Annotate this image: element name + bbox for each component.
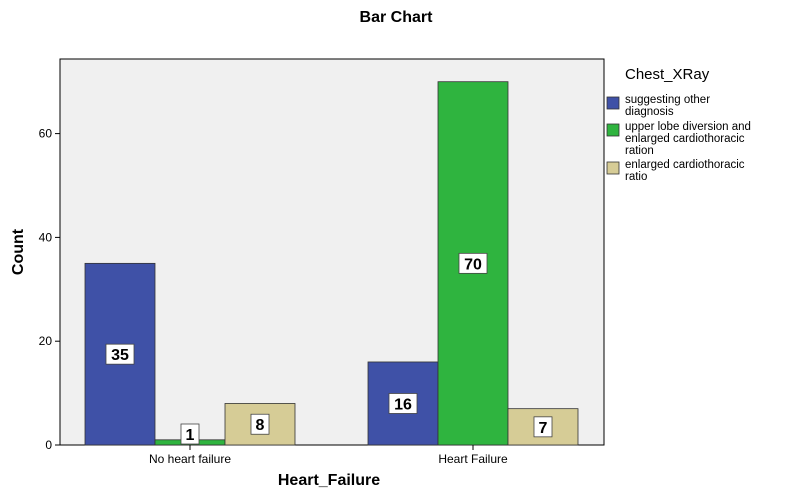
- value-label: 7: [539, 420, 548, 437]
- legend-label: suggesting other: [625, 94, 710, 106]
- legend-swatch: [606, 96, 620, 110]
- value-label-box: [533, 416, 553, 438]
- value-label: 70: [464, 256, 482, 273]
- legend-label: upper lobe diversion and: [625, 121, 751, 133]
- value-label: 1: [186, 427, 195, 444]
- legend-label: enlarged cardiothoracic: [625, 133, 745, 145]
- x-tick-label: No heart failure: [149, 452, 231, 466]
- value-label-box: [180, 423, 200, 445]
- legend-swatch: [606, 123, 620, 137]
- legend-label: diagnosis: [625, 106, 674, 118]
- y-axis: 0 20 40 60: [39, 127, 60, 452]
- value-label-box: [458, 252, 488, 274]
- y-tick-label: 60: [39, 127, 53, 141]
- value-labels: 35 1 8 16 70 7: [105, 252, 553, 445]
- legend-label: ratio: [625, 171, 647, 183]
- x-axis-label: Heart_Failure: [278, 472, 380, 489]
- y-tick-label: 40: [39, 230, 53, 244]
- y-tick-label: 0: [45, 438, 52, 452]
- x-axis: No heart failure Heart Failure: [149, 445, 508, 466]
- value-label-box: [250, 413, 270, 435]
- value-label-box: [105, 343, 135, 365]
- legend-swatch: [606, 161, 620, 175]
- value-label: 8: [256, 417, 265, 434]
- value-label-box: [388, 393, 418, 414]
- y-axis-label: Count: [10, 228, 27, 275]
- legend-title: Chest_XRay: [625, 66, 710, 83]
- y-tick-label: 20: [39, 334, 53, 348]
- legend-label: ration: [625, 145, 654, 157]
- value-label: 16: [394, 396, 412, 413]
- value-label: 35: [111, 347, 129, 364]
- chart-title: Bar Chart: [360, 9, 434, 26]
- legend-label: enlarged cardiothoracic: [625, 159, 745, 171]
- x-tick-label: Heart Failure: [438, 452, 508, 466]
